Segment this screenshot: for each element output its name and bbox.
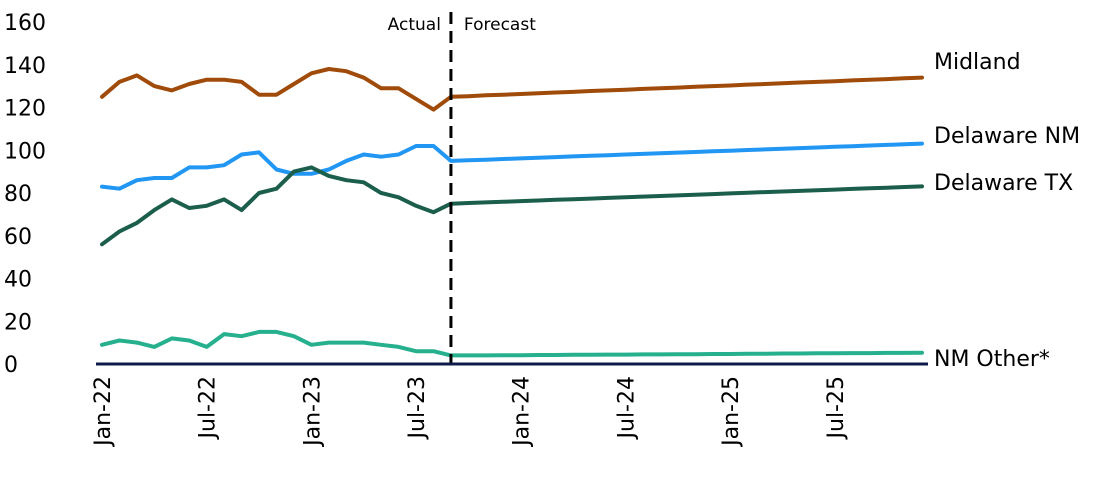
x-tick-label: Jul-23 xyxy=(405,376,430,440)
y-tick-label: 160 xyxy=(4,11,46,36)
series-line-nm-other xyxy=(100,329,924,358)
x-tick-label: Jul-25 xyxy=(824,376,849,440)
y-tick-label: 80 xyxy=(4,182,32,207)
series-label: NM Other* xyxy=(934,347,1050,372)
y-tick-label: 20 xyxy=(4,310,32,335)
series-label: Delaware NM xyxy=(934,124,1080,149)
y-tick-label: 60 xyxy=(4,225,32,250)
y-tick-label: 100 xyxy=(4,139,46,164)
x-tick-label: Jan-24 xyxy=(510,376,535,448)
y-tick-label: 120 xyxy=(4,97,46,122)
actual-annotation: Actual xyxy=(388,15,441,35)
y-tick-label: 40 xyxy=(4,268,32,293)
forecast-annotation: Forecast xyxy=(464,15,536,35)
series-end-labels: Midland Delaware NM Delaware TX NM Other* xyxy=(934,50,1080,372)
y-tick-label: 0 xyxy=(4,353,18,378)
x-axis-ticks: Jan-22 Jul-22 Jan-23 Jul-23 Jan-24 Jul-24 Jan-… xyxy=(91,376,849,448)
y-tick-label: 140 xyxy=(4,54,46,79)
series-label: Midland xyxy=(934,50,1021,75)
x-tick-label: Jan-25 xyxy=(719,376,744,448)
x-tick-label: Jan-23 xyxy=(300,376,325,448)
x-tick-label: Jul-24 xyxy=(614,376,639,440)
x-tick-label: Jan-22 xyxy=(91,376,116,448)
series-line-delaware-tx xyxy=(100,165,924,247)
x-tick-label: Jul-22 xyxy=(196,376,221,440)
series-label: Delaware TX xyxy=(934,171,1073,196)
y-axis-ticks: 0 20 40 60 80 100 120 140 160 xyxy=(4,11,46,378)
series-line-delaware-nm xyxy=(100,141,924,191)
series-lines xyxy=(100,67,924,358)
series-line-midland xyxy=(100,67,924,112)
